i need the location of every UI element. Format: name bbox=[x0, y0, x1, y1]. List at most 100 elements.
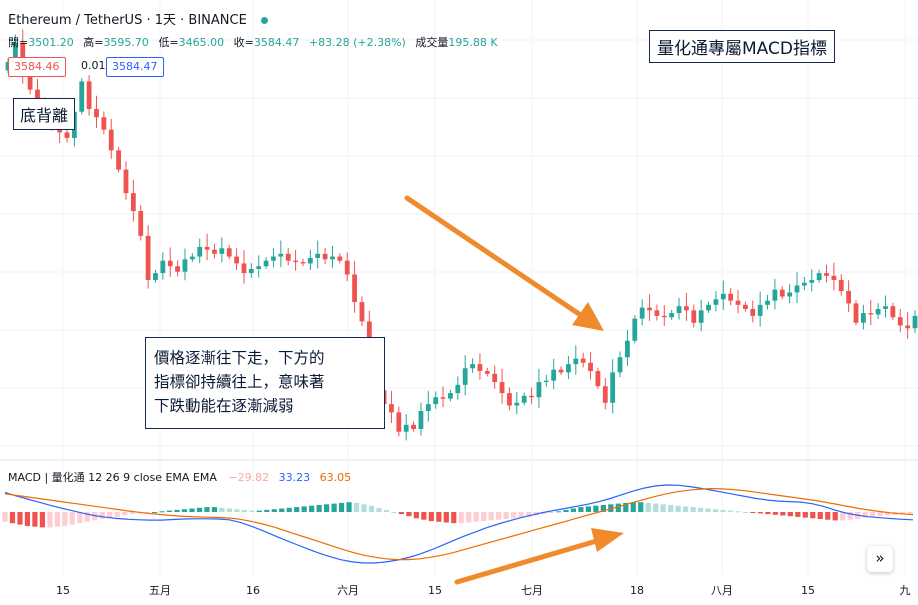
candle-body bbox=[462, 368, 468, 385]
candle-body bbox=[448, 393, 453, 399]
histogram-bar bbox=[503, 512, 509, 519]
histogram-bar bbox=[77, 512, 83, 524]
candle-body bbox=[720, 293, 726, 300]
x-tick-label: 六月 bbox=[337, 584, 359, 597]
histogram-bar bbox=[683, 506, 689, 512]
histogram-bar bbox=[877, 512, 883, 517]
histogram-bar bbox=[62, 512, 68, 526]
candle-body bbox=[831, 275, 837, 280]
divergence-annotation[interactable]: 底背離 bbox=[13, 98, 76, 130]
candle-body bbox=[27, 73, 33, 90]
histogram-bar bbox=[810, 512, 816, 519]
sell-price-button[interactable]: 3584.46 bbox=[8, 57, 66, 77]
candle-body bbox=[706, 304, 711, 311]
x-tick-label: 七月 bbox=[521, 584, 543, 597]
histogram-bar bbox=[765, 512, 771, 515]
candle-body bbox=[580, 358, 586, 363]
candle-body bbox=[234, 256, 239, 264]
candle-body bbox=[617, 357, 623, 373]
histogram-bar bbox=[787, 512, 793, 517]
candle-body bbox=[787, 292, 793, 297]
candle-body bbox=[167, 260, 173, 267]
histogram-bar bbox=[151, 512, 158, 513]
candle-body bbox=[352, 274, 357, 303]
histogram-bar bbox=[548, 512, 554, 513]
candle-body bbox=[307, 257, 313, 264]
candle-body bbox=[189, 256, 195, 260]
histogram-bar bbox=[645, 502, 651, 512]
candle-body bbox=[425, 404, 431, 412]
symbol-title[interactable]: Ethereum / TetherUS · 1天 · BINANCE bbox=[8, 13, 247, 28]
candle-body bbox=[853, 303, 859, 323]
candle-body bbox=[278, 253, 284, 257]
candle-body bbox=[529, 395, 534, 398]
candle-body bbox=[824, 273, 829, 276]
histogram-bar bbox=[107, 512, 113, 519]
histogram-bar bbox=[383, 509, 390, 512]
histogram-bar bbox=[69, 512, 75, 525]
candle-body bbox=[507, 393, 512, 406]
histogram-bar bbox=[884, 512, 891, 516]
candle-body bbox=[470, 364, 475, 369]
candle-body bbox=[883, 306, 888, 309]
candle-body bbox=[138, 211, 144, 236]
histogram-bar bbox=[301, 506, 307, 512]
candle-body bbox=[536, 382, 542, 398]
low-label: 低= bbox=[158, 36, 179, 49]
candle-body bbox=[661, 315, 667, 318]
candle-body bbox=[455, 384, 461, 394]
histogram-bar bbox=[742, 512, 749, 513]
candle-body bbox=[484, 371, 490, 374]
candle-body bbox=[477, 364, 483, 372]
histogram-bar bbox=[862, 512, 868, 518]
buy-price-button[interactable]: 3584.47 bbox=[106, 57, 164, 77]
macd-histogram-value: −29.82 bbox=[228, 471, 270, 484]
histogram-bar bbox=[24, 512, 31, 526]
candle-body bbox=[912, 315, 918, 329]
histogram-bar bbox=[204, 507, 210, 512]
candle-body bbox=[639, 307, 645, 319]
candle-body bbox=[860, 313, 866, 323]
histogram-bar bbox=[615, 503, 621, 512]
histogram-bar bbox=[398, 512, 405, 515]
candle-body bbox=[558, 369, 564, 373]
note-line-3: 下跌動能在逐漸減弱 bbox=[154, 397, 294, 415]
macd-legend[interactable]: MACD | 量化通 12 26 9 close EMA EMA −29.82 … bbox=[8, 469, 351, 485]
x-tick-label: 15 bbox=[801, 584, 815, 597]
title-annotation[interactable]: 量化通專屬MACD指標 bbox=[649, 30, 835, 63]
histogram-bar bbox=[458, 512, 464, 524]
histogram-bar bbox=[99, 512, 105, 519]
candle-body bbox=[330, 256, 335, 260]
histogram-bar bbox=[802, 512, 808, 518]
candle-body bbox=[337, 256, 343, 261]
histogram-bar bbox=[570, 508, 577, 512]
candle-body bbox=[684, 306, 689, 311]
candle-body bbox=[411, 424, 416, 429]
candle-body bbox=[890, 306, 896, 318]
candle-body bbox=[145, 235, 151, 280]
histogram-bar bbox=[772, 512, 778, 515]
histogram-bar bbox=[346, 502, 352, 512]
histogram-bar bbox=[368, 505, 375, 512]
note-annotation[interactable]: 價格逐漸往下走，下方的 指標卻持續往上，意味著 下跌動能在逐漸減弱 bbox=[145, 337, 385, 429]
scroll-to-realtime-button[interactable]: » bbox=[867, 546, 893, 572]
candle-body bbox=[868, 313, 874, 315]
candle-body bbox=[772, 289, 778, 301]
candle-body bbox=[226, 248, 232, 257]
macd-indicator-name[interactable]: MACD | 量化通 12 26 9 close EMA EMA bbox=[8, 471, 217, 484]
candle-body bbox=[779, 289, 785, 297]
candle-body bbox=[94, 108, 99, 118]
histogram-bar bbox=[780, 512, 786, 516]
candle-body bbox=[669, 313, 675, 318]
candle-body bbox=[757, 304, 763, 316]
histogram-bar bbox=[271, 509, 277, 512]
candle-body bbox=[271, 256, 276, 261]
candle-body bbox=[116, 150, 122, 170]
histogram-bar bbox=[256, 510, 262, 512]
symbol-header[interactable]: Ethereum / TetherUS · 1天 · BINANCE bbox=[8, 9, 268, 28]
candle-body bbox=[300, 262, 306, 264]
histogram-bar bbox=[466, 512, 472, 523]
histogram-bar bbox=[510, 512, 517, 519]
time-axis[interactable]: 15 五月 16 六月 15 七月 18 八月 15 九 bbox=[56, 584, 911, 597]
